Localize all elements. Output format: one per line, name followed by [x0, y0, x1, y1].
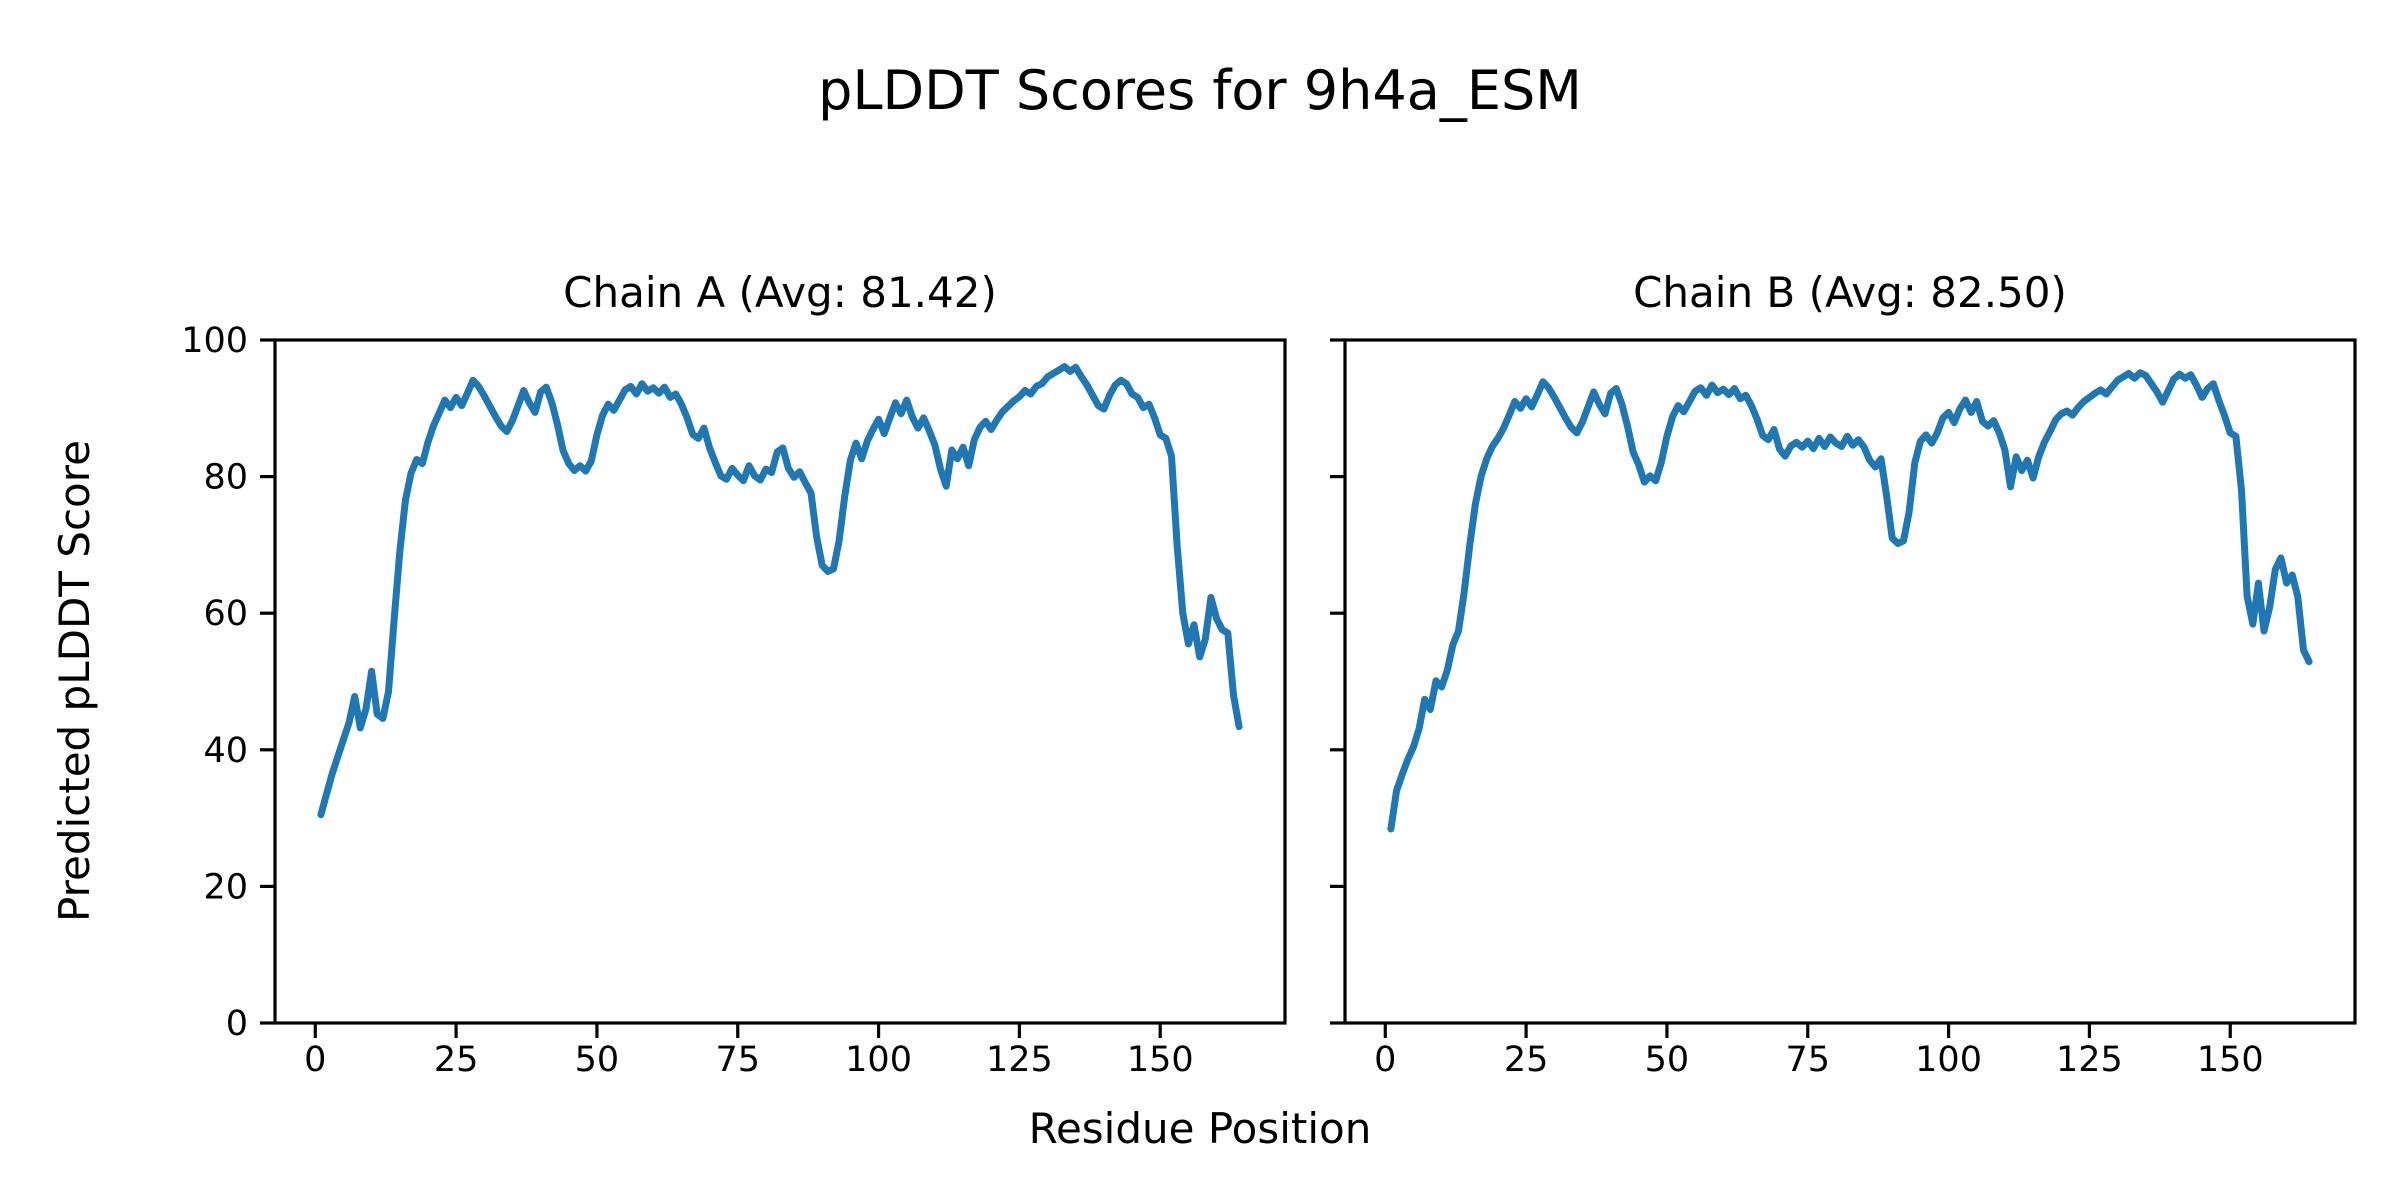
figure-title: pLDDT Scores for 9h4a_ESM: [818, 59, 1582, 122]
x-tick-label: 25: [1504, 1040, 1549, 1080]
x-tick-label: 0: [304, 1040, 326, 1080]
x-tick-label: 50: [1645, 1040, 1690, 1080]
x-tick-label: 75: [1785, 1040, 1830, 1080]
x-tick-label: 0: [1374, 1040, 1396, 1080]
y-tick-label: 0: [226, 1004, 248, 1044]
plddt-line-chain-b: [1387, 369, 2313, 833]
axes-frame: [273, 338, 1287, 1025]
x-tick-label: 150: [2197, 1040, 2264, 1080]
y-tick-label: 40: [203, 731, 248, 771]
chain-b-subplot-title: Chain B (Avg: 82.50): [1633, 268, 2067, 317]
x-axis-label: Residue Position: [1028, 1104, 1372, 1153]
x-tick-label: 75: [715, 1040, 760, 1080]
x-tick-label: 150: [1127, 1040, 1194, 1080]
x-tick-label: 125: [2056, 1040, 2123, 1080]
y-axis-label: Predicted pLDDT Score: [50, 440, 99, 922]
x-tick-label: 25: [434, 1040, 479, 1080]
y-tick-label: 20: [203, 867, 248, 907]
y-tick-label: 60: [203, 594, 248, 634]
x-tick-label: 100: [845, 1040, 912, 1080]
chain-a-subplot-title: Chain A (Avg: 81.42): [563, 268, 997, 317]
x-tick-label: 50: [575, 1040, 620, 1080]
plddt-line-chain-a: [317, 363, 1243, 819]
y-tick-label: 100: [181, 321, 248, 361]
x-tick-label: 125: [986, 1040, 1053, 1080]
axes-frame: [1343, 338, 2357, 1025]
y-tick-label: 80: [203, 458, 248, 498]
x-tick-label: 100: [1915, 1040, 1982, 1080]
